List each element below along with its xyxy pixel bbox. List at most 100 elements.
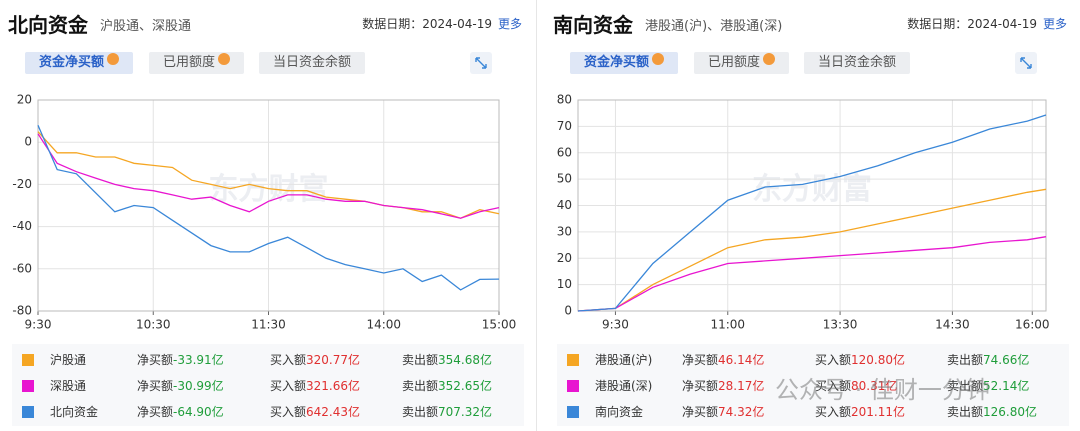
table-cell: 46.14亿 [718,353,765,367]
help-icon [763,53,776,65]
legend-swatch [567,406,579,418]
table-cell: 320.77亿 [306,353,360,367]
table-bg [557,344,1069,426]
date: 2024-04-19 [422,17,492,31]
date-row: 数据日期：2024-04-19 更多 [300,15,522,32]
watermark: 东方财富 [752,172,872,207]
more-link[interactable]: 更多 [497,17,522,31]
series-line [37,131,500,219]
table-cell: 南向资金 [595,405,644,419]
date-label: 数据日期： [907,17,968,31]
table-cell: 卖出额 [402,353,439,367]
overlay-text: 公众号 · 佳财一分钟 [775,376,990,404]
table-cell: 净买额 [137,379,174,393]
more-link[interactable]: 更多 [1042,17,1067,31]
table-cell: 126.80亿 [983,405,1037,419]
table-cell: -64.90亿 [173,405,224,419]
x-tick-label: 15:00 [482,318,517,332]
y-tick-label: 60 [557,145,572,159]
table-cell: 净买额 [682,353,719,367]
table-cell: 卖出额 [402,379,439,393]
table-cell: 买入额 [270,405,307,419]
table-cell: 净买额 [682,405,719,419]
tab-label: 当日资金余额 [273,55,352,70]
table-cell: 74.66亿 [983,353,1030,367]
y-tick-label: 30 [557,224,572,238]
table-cell: 28.17亿 [718,379,765,393]
date-row: 数据日期：2024-04-19 更多 [845,15,1067,32]
table-cell: 642.43亿 [306,405,360,419]
divider [536,0,537,431]
tab-label: 已用额度 [163,55,216,70]
tab[interactable]: 已用额度 [149,52,245,74]
x-tick-label: 10:30 [136,318,171,332]
table-cell: 净买额 [682,379,719,393]
y-tick-label: 80 [557,93,572,107]
y-tick-label: 50 [557,172,572,186]
table-cell: 净买额 [137,353,174,367]
x-tick-label: 11:30 [251,318,286,332]
y-tick-label: 20 [557,251,572,265]
table-cell: 卖出额 [947,353,984,367]
table-cell: 321.66亿 [306,379,360,393]
x-tick-label: 14:30 [935,318,970,332]
table-cell: 80.31亿 [851,379,898,393]
tab-label: 资金净买额 [584,55,650,70]
table-cell: 买入额 [270,379,307,393]
x-tick-label: 9:30 [602,318,629,332]
legend-swatch [22,380,34,392]
plot-border [37,99,500,312]
table-bg [12,344,524,426]
y-tick-label: -40 [12,219,32,233]
panel-subtitle: 沪股通、深股通 [100,19,192,34]
table-cell: 买入额 [815,353,852,367]
tab[interactable]: 资金净买额 [570,52,679,74]
y-tick-label: 40 [557,198,572,212]
tab[interactable]: 资金净买额 [25,52,134,74]
help-icon [652,53,665,65]
table-cell: 卖出额 [947,379,984,393]
x-tick-label: 14:00 [366,318,401,332]
legend-swatch [567,354,579,366]
table-cell: 707.32亿 [438,405,492,419]
series-line [577,114,1047,312]
y-tick-label: 70 [557,119,572,133]
table-cell: 352.65亿 [438,379,492,393]
y-tick-label: -60 [12,261,32,275]
expand-icon [1020,57,1032,69]
table-cell: 卖出额 [947,405,984,419]
tab-label: 已用额度 [708,55,761,70]
tab[interactable]: 当日资金余额 [804,52,911,74]
table-cell: 74.32亿 [718,405,765,419]
table-cell: 120.80亿 [851,353,905,367]
table-cell: 净买额 [137,405,174,419]
y-tick-label: 10 [557,277,572,291]
expand-icon [475,57,487,69]
help-icon [218,53,231,65]
table-cell: 买入额 [270,353,307,367]
table-cell: -33.91亿 [173,353,224,367]
panel-title: 南向资金 [553,13,633,37]
tab[interactable]: 当日资金余额 [259,52,366,74]
table-cell: 买入额 [815,379,852,393]
y-tick-label: 0 [564,304,572,318]
x-tick-label: 9:30 [25,318,52,332]
y-tick-label: 0 [24,135,32,149]
series-line [577,188,1047,312]
table-cell: 沪股通 [50,353,87,367]
y-tick-label: -20 [12,177,32,191]
table-cell: 买入额 [815,405,852,419]
tab[interactable]: 已用额度 [694,52,790,74]
table-cell: -30.99亿 [173,379,224,393]
x-tick-label: 11:00 [710,318,745,332]
table-cell: 52.14亿 [983,379,1030,393]
y-tick-label: 20 [17,93,32,107]
plot-border [577,99,1047,312]
legend-swatch [567,380,579,392]
y-tick-label: -80 [12,304,32,318]
table-cell: 深股通 [50,379,87,393]
tab-label: 当日资金余额 [818,55,897,70]
table-cell: 201.11亿 [851,405,905,419]
table-cell: 港股通(沪) [595,353,653,367]
